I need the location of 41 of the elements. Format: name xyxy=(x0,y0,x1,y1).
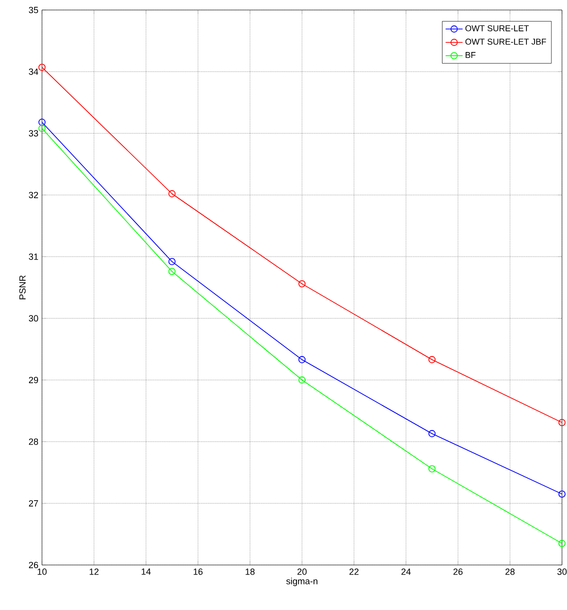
y-tick-label: 28 xyxy=(28,438,38,445)
point xyxy=(298,376,306,384)
legend-label: OWT SURE-LET xyxy=(465,25,529,32)
x-tick-label: 26 xyxy=(453,568,463,575)
point xyxy=(428,430,436,438)
point xyxy=(558,490,566,498)
point xyxy=(168,258,176,266)
point xyxy=(168,268,176,276)
point xyxy=(38,124,46,132)
x-tick-label: 22 xyxy=(349,568,359,575)
point xyxy=(428,356,436,364)
y-tick-label: 34 xyxy=(28,68,38,75)
x-tick-label: 30 xyxy=(557,568,567,575)
y-tick-label: 33 xyxy=(28,130,38,137)
y-tick-label: 27 xyxy=(28,500,38,506)
point xyxy=(38,64,46,71)
point xyxy=(298,280,306,288)
legend-label: BF xyxy=(466,52,476,58)
legend-label: OWT SURE-LET JBF xyxy=(465,38,546,45)
y-tick-label: 35 xyxy=(28,6,38,14)
point xyxy=(298,356,306,364)
point xyxy=(168,190,176,198)
x-tick-label: 16 xyxy=(194,568,203,575)
point xyxy=(428,465,436,472)
x-tick-label: 14 xyxy=(142,568,151,575)
y-tick-label: 29 xyxy=(28,376,38,384)
x-tick-label: 12 xyxy=(90,568,99,575)
x-tick-label: 24 xyxy=(401,568,411,575)
y-tick-label: 32 xyxy=(28,192,38,198)
y-axis-title: PSNR xyxy=(19,275,26,300)
y-tick-label: 31 xyxy=(28,253,38,260)
point xyxy=(558,418,566,426)
x-tick-label: 18 xyxy=(246,568,255,575)
x-tick-label: 20 xyxy=(297,568,307,575)
x-tick-label: 10 xyxy=(38,568,47,575)
point xyxy=(558,540,566,547)
y-tick-label: 30 xyxy=(28,315,38,322)
y-tick-label: 26 xyxy=(28,562,38,568)
point xyxy=(38,118,46,126)
x-axis-title: sigma-n xyxy=(286,578,318,586)
x-tick-label: 28 xyxy=(505,568,515,575)
